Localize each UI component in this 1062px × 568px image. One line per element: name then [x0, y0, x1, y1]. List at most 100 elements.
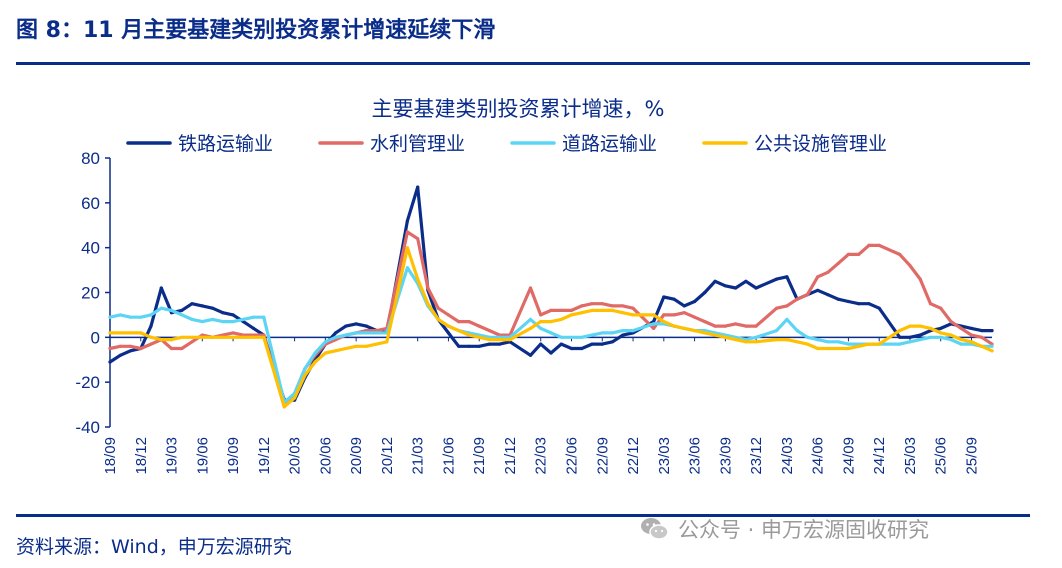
data-point: [467, 333, 471, 337]
data-point: [610, 308, 615, 312]
bottom-rule: [16, 514, 1030, 517]
x-tick-label: 24/03: [779, 437, 796, 475]
data-point: [539, 320, 543, 324]
data-point: [159, 306, 163, 310]
data-point: [149, 324, 153, 328]
data-point: [898, 329, 902, 333]
x-tick-label: 22/12: [625, 437, 642, 475]
data-point: [334, 349, 338, 353]
y-tick-label: -40: [75, 418, 100, 437]
data-point: [446, 331, 450, 335]
data-point: [549, 351, 553, 355]
y-tick-label: 40: [81, 239, 100, 258]
data-point: [252, 326, 256, 330]
data-point: [959, 342, 963, 346]
data-point: [344, 324, 348, 328]
data-point: [180, 346, 184, 351]
data-point: [282, 405, 286, 409]
data-point: [385, 340, 389, 344]
data-point: [375, 331, 379, 335]
data-point: [621, 304, 625, 308]
data-point: [559, 308, 563, 312]
data-point: [826, 346, 830, 351]
data-point: [928, 302, 933, 306]
data-point: [836, 261, 840, 265]
data-point: [426, 302, 430, 306]
data-point: [549, 308, 553, 312]
data-point: [693, 329, 697, 333]
data-point: [293, 396, 297, 400]
data-point: [928, 326, 933, 330]
data-point: [939, 306, 943, 310]
data-point: [364, 344, 368, 348]
x-tick-label: 20/12: [379, 437, 396, 475]
data-point: [805, 335, 810, 339]
data-point: [939, 331, 943, 335]
data-point: [149, 335, 153, 339]
data-point: [180, 335, 184, 339]
data-point: [621, 333, 625, 337]
data-point: [610, 331, 615, 335]
data-point: [713, 279, 717, 283]
data-point: [549, 320, 553, 324]
data-point: [590, 333, 594, 337]
data-point: [662, 295, 666, 299]
data-point: [139, 346, 143, 351]
x-tick-label: 21/09: [471, 437, 488, 475]
data-point: [405, 266, 409, 270]
data-point: [682, 311, 686, 315]
data-point: [672, 324, 676, 328]
data-point: [795, 329, 799, 333]
series-1: [108, 185, 994, 402]
data-point: [457, 320, 461, 324]
data-point: [364, 331, 368, 335]
data-point: [354, 331, 358, 335]
data-point: [108, 331, 112, 335]
top-rule: [16, 62, 1030, 65]
data-point: [600, 342, 604, 346]
data-point: [826, 293, 830, 297]
data-point: [877, 243, 881, 247]
data-point: [652, 326, 656, 330]
data-point: [190, 302, 194, 306]
data-point: [252, 335, 256, 339]
x-tick-label: 22/09: [594, 437, 611, 475]
data-point: [949, 333, 953, 337]
data-point: [939, 335, 943, 339]
data-point: [375, 342, 379, 346]
data-point: [436, 317, 440, 321]
data-point: [631, 329, 635, 333]
data-point: [723, 324, 727, 328]
data-point: [867, 302, 871, 306]
data-point: [662, 320, 666, 324]
x-tick-label: 21/06: [440, 437, 457, 475]
data-point: [703, 290, 707, 295]
x-tick-label: 23/03: [656, 437, 673, 475]
data-point: [128, 349, 133, 353]
data-point: [313, 360, 317, 364]
y-tick-label: 20: [81, 284, 100, 303]
series-line: [108, 246, 994, 409]
data-point: [498, 338, 502, 342]
data-point: [898, 335, 902, 339]
x-tick-label: 23/06: [687, 437, 704, 475]
data-point: [559, 317, 563, 321]
data-point: [980, 344, 984, 348]
data-point: [323, 340, 327, 344]
data-point: [908, 340, 912, 344]
legend-label: 道路运输业: [562, 133, 657, 155]
data-point: [211, 317, 215, 321]
data-point: [344, 333, 348, 337]
data-point: [590, 308, 594, 312]
data-point: [621, 311, 625, 315]
data-point: [836, 346, 840, 351]
data-point: [816, 275, 820, 279]
data-point: [467, 344, 471, 348]
data-point: [672, 297, 676, 301]
data-point: [949, 338, 953, 342]
data-point: [180, 308, 184, 312]
x-tick-label: 19/09: [225, 437, 242, 475]
data-point: [169, 346, 174, 351]
data-point: [693, 299, 697, 304]
data-point: [128, 344, 133, 348]
